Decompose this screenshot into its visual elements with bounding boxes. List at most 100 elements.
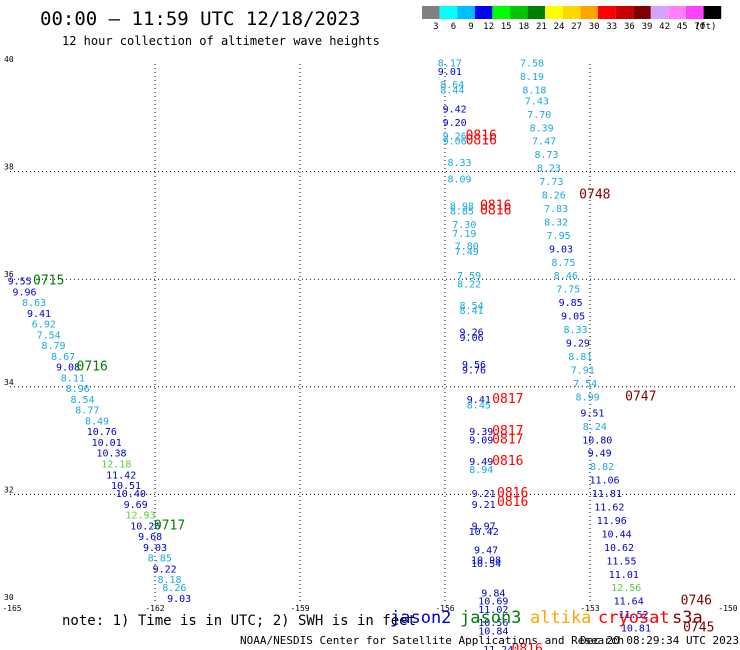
wave-height-value: 7.19 [452,229,476,240]
wave-height-value: 7.91 [571,365,595,376]
legend-label: 3 [433,22,438,32]
x-tick-label: -153 [580,604,599,613]
wave-height-value: 10.62 [604,543,634,554]
wave-height-value: 9.09 [469,435,493,446]
pass-time-label: 0816 [480,198,511,213]
wave-height-value: 11.62 [594,503,624,514]
legend-swatch [686,6,704,19]
wave-height-value: 10.51 [111,481,141,492]
pass-time-label: 0816 [492,454,523,469]
chart-subtitle: 12 hour collection of altimeter wave hei… [62,34,380,48]
wave-height-value: 8.33 [447,158,471,169]
legend-swatch [439,6,458,19]
wave-height-value: 10.54 [471,559,501,570]
wave-height-value: 7.80 [455,242,479,253]
wave-height-value: 7.73 [539,177,563,188]
y-tick-label: 34 [4,378,14,387]
legend-unit: (ft) [695,22,717,32]
wave-height-value: 12.93 [125,511,155,522]
legend-label: 70 [694,22,705,32]
x-tick-label: -162 [145,604,164,613]
wave-height-value: 10.40 [116,489,146,500]
wave-height-value: 8.75 [551,258,575,269]
wave-height-value: 8.18 [522,86,546,97]
pass-time-label: 0816 [512,642,543,650]
wave-height-value: 7.75 [556,285,580,296]
wave-height-value: 9.01 [438,67,462,78]
legend-swatch [457,6,475,19]
wave-height-value: 10.56 [478,618,508,629]
wave-height-value: 8.96 [66,384,90,395]
wave-height-value: 9.55 [8,277,32,288]
wave-height-value: 8.39 [530,123,554,134]
wave-height-value: 8.46 [554,271,578,282]
wave-height-value: 11.81 [592,489,622,500]
wave-height-value: 9.56 [462,360,486,371]
wave-height-value: 7.49 [455,247,479,258]
wave-height-value: 9.41 [27,309,51,320]
wave-height-value: 9.06 [460,333,484,344]
wave-height-value: 8.09 [447,174,471,185]
legend-swatch [510,6,528,19]
pass-time-label: 0746 [681,594,712,609]
satellite-jason2: jason2 [390,608,452,628]
legend-swatch [562,6,581,19]
wave-height-value: 8.32 [544,217,568,228]
wave-height-value: 10.81 [621,624,651,635]
footer-credit: NOAA/NESDIS Center for Satellite Applica… [240,634,625,647]
wave-height-value: 8.49 [85,416,109,427]
legend-label: 39 [642,22,653,32]
wave-height-value: 10.26 [130,521,160,532]
satellite-altika: altika [530,608,592,628]
wave-height-value: 9.03 [143,543,167,554]
pass-time-label: 0817 [492,424,523,439]
legend-swatch [474,6,493,19]
wave-height-value: 10.42 [469,527,499,538]
wave-height-value: 8.18 [157,575,181,586]
legend-swatch [615,6,634,19]
wave-height-value: 9.39 [469,427,493,438]
y-tick-label: 30 [4,593,14,602]
legend-label: 36 [624,22,635,32]
legend-swatch [703,6,722,19]
wave-height-value: 9.49 [588,449,612,460]
legend-swatch [422,6,440,19]
wave-height-value: 9.29 [566,338,590,349]
wave-height-value: 7.58 [520,59,544,70]
wave-height-value: 10.01 [92,438,122,449]
wave-height-value: 8.11 [61,373,85,384]
legend-label: 12 [483,22,494,32]
satellite-cryosat: cryosat [598,608,670,628]
y-tick-label: 38 [4,163,14,172]
wave-height-value: 11.02 [478,605,508,616]
wave-height-value: 7.95 [547,231,571,242]
wave-height-value: 7.59 [457,271,481,282]
wave-height-value: 8.23 [537,164,561,175]
wave-height-value: 9.85 [559,298,583,309]
wave-height-value: 8.64 [440,80,464,91]
legend-label: 33 [606,22,617,32]
legend-label: 42 [659,22,670,32]
legend-swatch [668,6,686,19]
x-tick-label: -165 [2,604,21,613]
chart-title: 00:00 – 11:59 UTC 12/18/2023 [40,8,361,30]
wave-height-value: 11.24 [483,645,513,650]
x-tick-label: -159 [290,604,309,613]
legend-label: 45 [677,22,688,32]
legend-label: 27 [571,22,582,32]
wave-height-value: 9.20 [443,118,467,129]
wave-height-value: 10.76 [87,427,117,438]
legend-label: 30 [589,22,600,32]
wave-height-value: 8.73 [534,150,558,161]
wave-height-value: 9.42 [443,104,467,115]
wave-height-value: 9.21 [472,500,496,511]
wave-height-value: 8.82 [590,462,614,473]
wave-height-value: 8.45 [467,400,491,411]
wave-height-value: 8.99 [576,392,600,403]
pass-time-label: 0816 [466,134,497,149]
legend-swatch [545,6,563,19]
wave-height-value: 9.21 [472,489,496,500]
wave-height-value: 8.85 [450,207,474,218]
wave-height-value: 11.42 [106,470,136,481]
